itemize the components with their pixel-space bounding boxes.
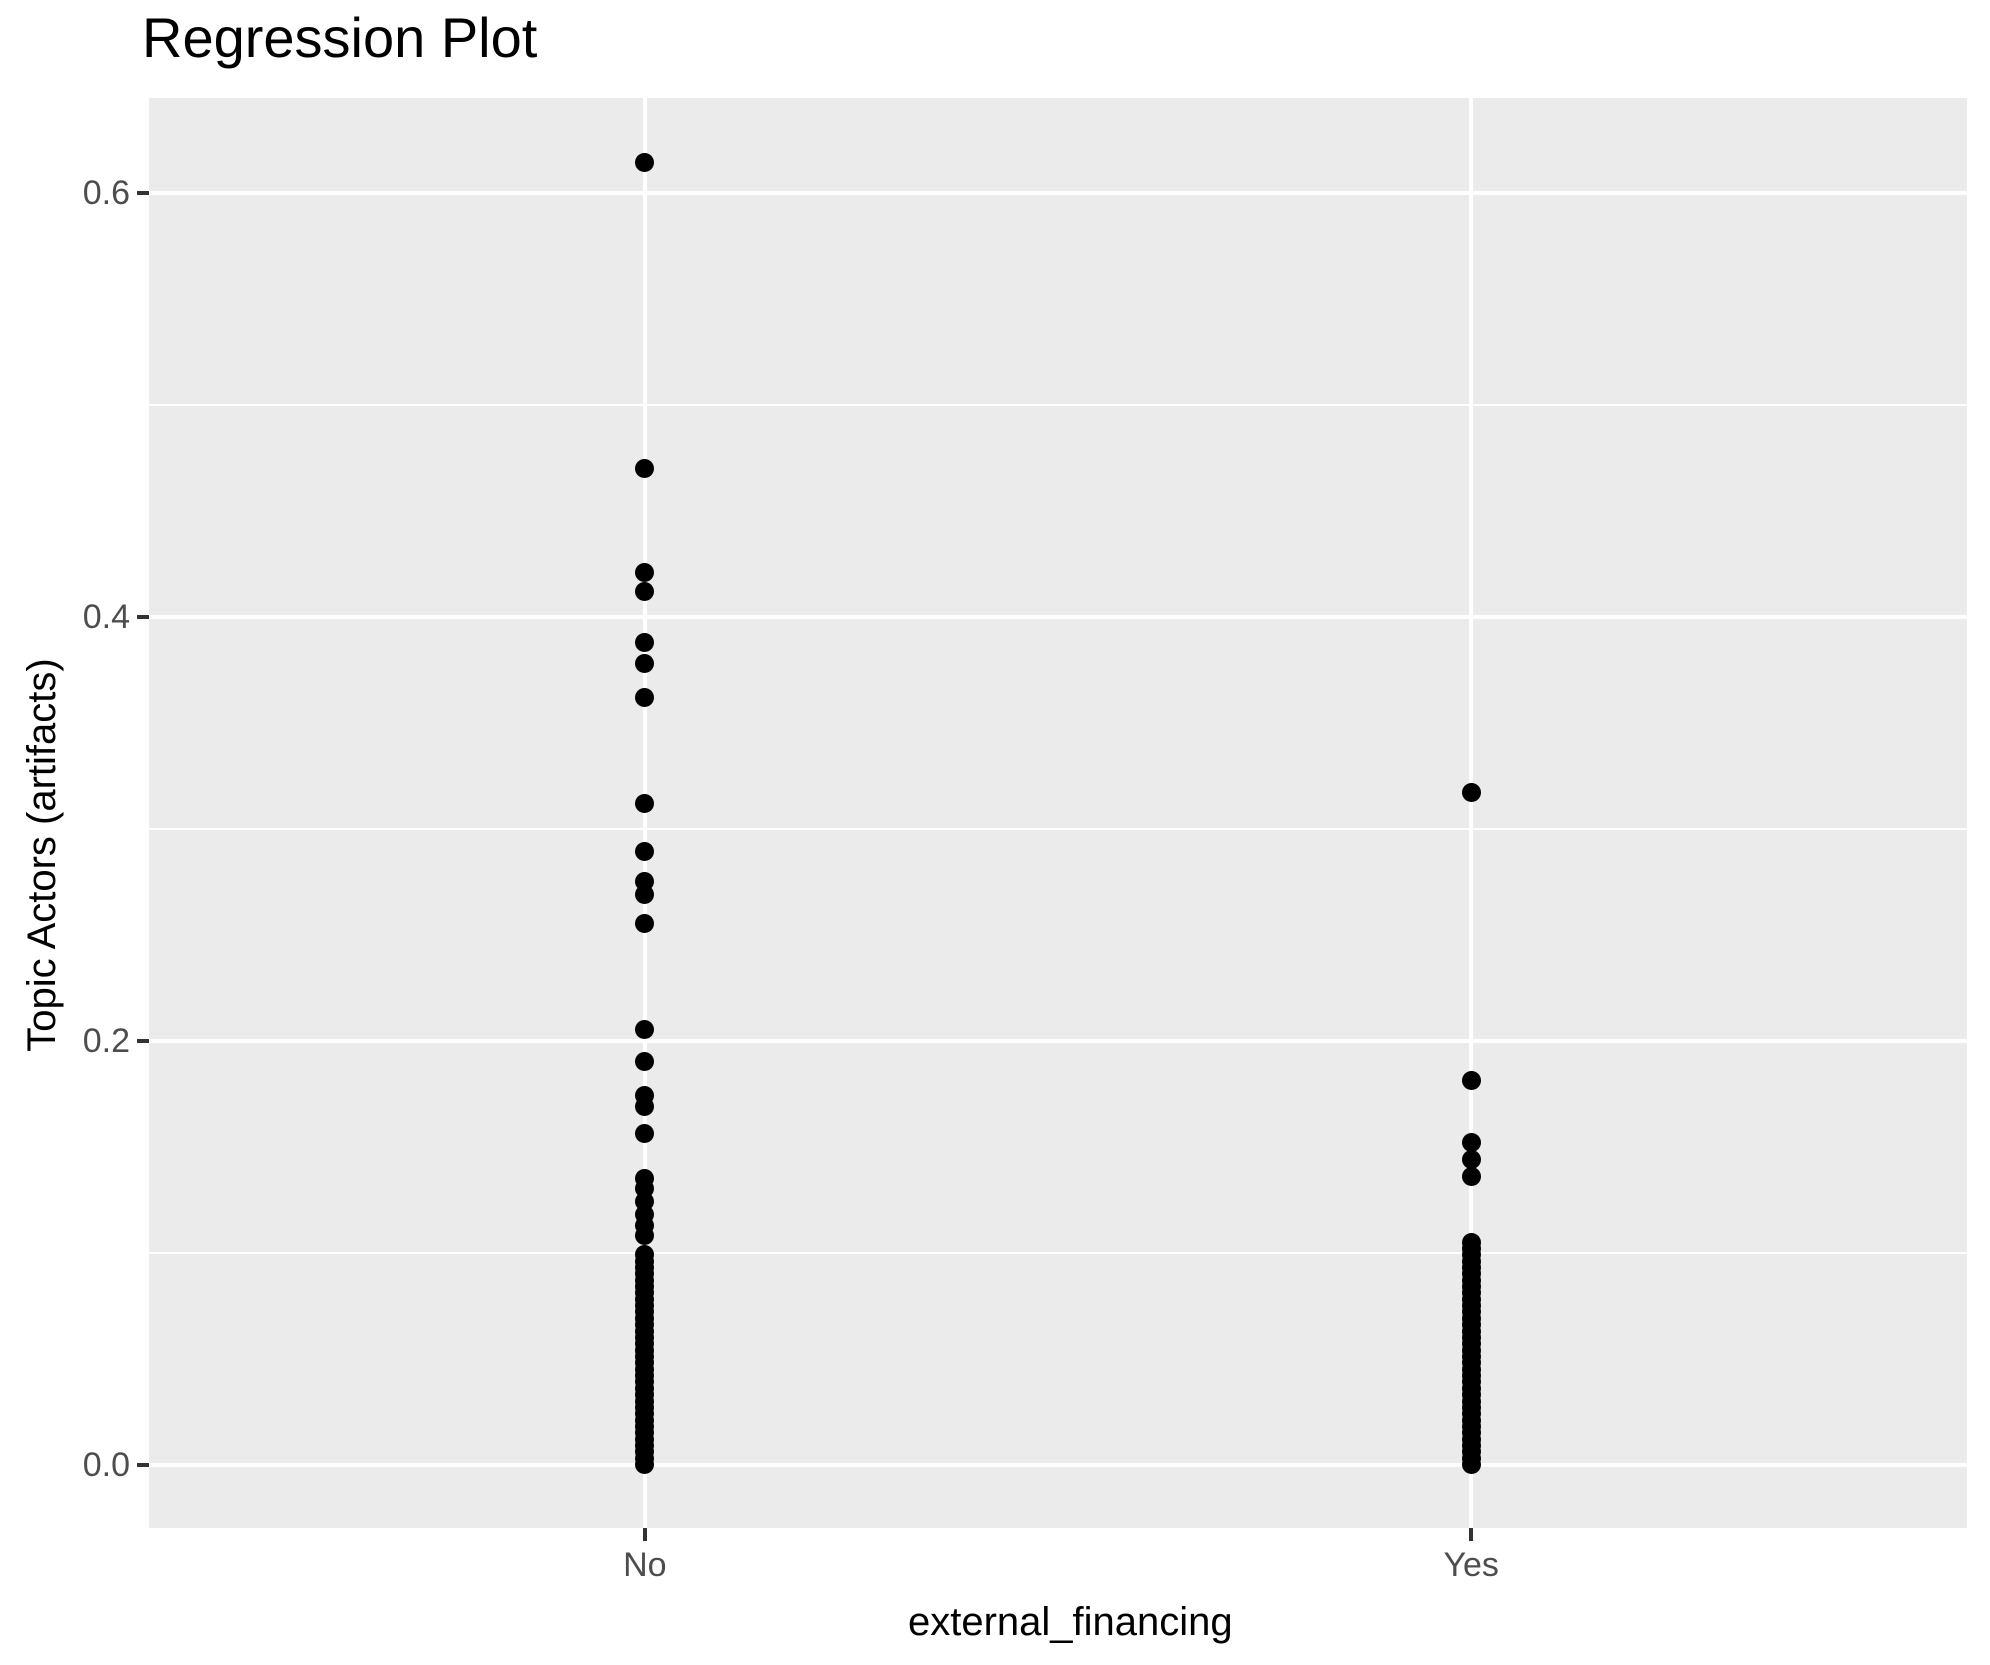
y-tick-label: 0.2	[82, 1021, 130, 1060]
y-axis-tick-mark	[137, 614, 149, 619]
data-point	[1461, 1455, 1481, 1475]
x-tick-label: Yes	[1443, 1546, 1499, 1584]
data-point	[635, 1096, 655, 1116]
y-tick-label: 0.6	[82, 173, 130, 212]
plot-panel	[149, 98, 1967, 1528]
y-axis-title: Topic Actors (artifacts)	[20, 658, 64, 1052]
y-tick-label: 0.4	[82, 597, 130, 636]
data-point	[635, 153, 655, 173]
gridline-minor	[149, 827, 1967, 830]
gridline-major	[642, 98, 647, 1528]
data-point	[635, 1226, 655, 1246]
x-axis-tick-mark	[642, 1528, 647, 1541]
plot-title: Regression Plot	[142, 6, 538, 69]
data-point	[635, 914, 655, 934]
gridline-major	[149, 614, 1967, 619]
y-tick-label: 0.0	[82, 1445, 130, 1484]
y-axis-tick-mark	[137, 190, 149, 195]
gridline-major	[1469, 98, 1474, 1528]
data-point	[635, 653, 655, 673]
y-axis-tick-mark	[137, 1038, 149, 1043]
data-point	[635, 458, 655, 478]
x-tick-label: No	[623, 1546, 667, 1584]
data-point	[1461, 1149, 1481, 1169]
data-point	[635, 562, 655, 582]
data-point	[1461, 1132, 1481, 1152]
data-point	[1461, 1071, 1481, 1091]
data-point	[635, 1020, 655, 1040]
data-point	[635, 687, 655, 707]
gridline-major	[149, 1038, 1967, 1043]
gridline-major	[149, 190, 1967, 195]
x-axis-tick-mark	[1469, 1528, 1474, 1541]
gridline-minor	[149, 1251, 1967, 1254]
data-point	[635, 842, 655, 862]
y-axis-tick-mark	[137, 1462, 149, 1467]
data-point	[635, 1124, 655, 1144]
data-point	[635, 581, 655, 601]
data-point	[635, 632, 655, 652]
data-point	[1461, 783, 1481, 803]
gridline-major	[149, 1462, 1967, 1467]
gridline-minor	[149, 403, 1967, 406]
data-point	[635, 1052, 655, 1072]
x-axis-title: external_financing	[908, 1600, 1233, 1644]
data-point	[635, 884, 655, 904]
data-point	[635, 1455, 655, 1475]
data-point	[1461, 1166, 1481, 1186]
data-point	[635, 793, 655, 813]
